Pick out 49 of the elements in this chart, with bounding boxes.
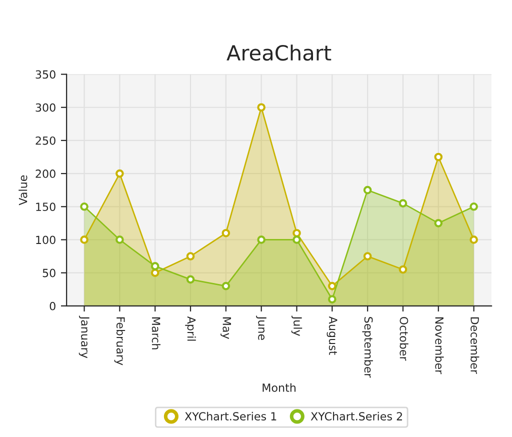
point	[257, 236, 266, 244]
y-tick-label: 150	[36, 202, 56, 212]
y-tick-label: 350	[36, 70, 56, 79]
point	[292, 228, 301, 238]
point	[150, 262, 160, 270]
x-tick-label: September	[362, 317, 373, 378]
point	[222, 282, 230, 290]
point	[328, 282, 336, 290]
x-tick-label: February	[114, 317, 126, 366]
x-tick-label: August	[326, 316, 338, 355]
y-axis-title: Value	[18, 175, 28, 206]
point	[363, 186, 372, 194]
y-tick-label: 300	[36, 103, 56, 112]
point	[398, 199, 408, 208]
x-axis-title: Month	[262, 383, 296, 392]
point	[292, 236, 301, 244]
point	[80, 202, 88, 211]
x-tick-label: January	[78, 316, 90, 358]
point	[434, 152, 443, 162]
x-tick-label: May	[220, 317, 231, 339]
point	[186, 252, 195, 260]
point	[116, 236, 124, 244]
x-tick-label: March	[152, 317, 160, 350]
y-tick-label: 50	[42, 268, 56, 278]
point	[470, 202, 478, 211]
point	[328, 295, 336, 304]
y-tick-label: 250	[36, 136, 56, 145]
point	[116, 169, 124, 178]
y-tick-label: 200	[36, 170, 56, 178]
y-tick-label: 0	[50, 302, 56, 310]
point	[257, 103, 266, 112]
point	[222, 228, 230, 238]
legend-label: XYChart.Series 2	[310, 412, 402, 420]
x-tick-label: December	[470, 317, 480, 374]
x-tick-label: April	[185, 316, 196, 341]
x-tick-label: November	[435, 317, 444, 374]
x-tick-label: July	[291, 316, 302, 336]
point	[470, 236, 478, 244]
point	[150, 268, 160, 277]
point	[186, 275, 195, 284]
legend-label: XYChart.Series 1	[184, 412, 276, 420]
x-tick-label: October	[400, 316, 408, 361]
point	[363, 252, 372, 260]
y-tick-label: 100	[36, 236, 56, 244]
point	[398, 265, 408, 274]
point	[434, 219, 443, 228]
chart-title: AreaChart	[226, 44, 332, 61]
x-tick-label: June	[256, 316, 266, 340]
point	[80, 236, 88, 244]
